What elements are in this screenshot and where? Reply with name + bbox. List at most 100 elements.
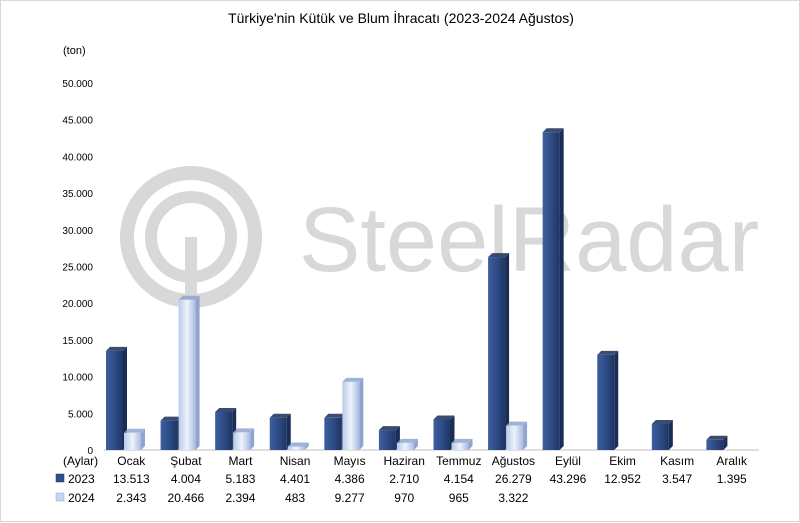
bar-side	[286, 413, 291, 450]
x-tick-label: Haziran	[384, 454, 425, 468]
y-tick-label: 15.000	[62, 336, 93, 347]
bar-front	[106, 350, 123, 450]
bar-top	[233, 428, 255, 433]
y-tick-label: 30.000	[62, 226, 93, 237]
bar-front	[342, 381, 360, 450]
bar-2023-Ekim	[597, 350, 619, 450]
y-tick-label: 45.000	[62, 116, 93, 127]
x-tick-label: Ağustos	[492, 454, 535, 468]
bar-top	[160, 416, 182, 421]
bar-top	[269, 413, 291, 418]
x-tick-label: Şubat	[170, 454, 202, 468]
bar-top	[451, 438, 473, 443]
data-label: 4.386	[335, 472, 365, 486]
data-label: 5.183	[225, 472, 255, 486]
data-label: 965	[449, 491, 469, 505]
bar-front	[178, 299, 196, 450]
bar-2023-Nisan	[269, 413, 291, 450]
bar-side	[195, 295, 200, 450]
x-tick-label: Eylül	[555, 454, 581, 468]
bar-2023-Eylül	[542, 128, 564, 450]
data-label: 13.513	[113, 472, 150, 486]
x-tick-label: Ocak	[117, 454, 146, 468]
bar-top	[597, 350, 619, 355]
bar-top	[124, 428, 145, 433]
chart-title: Türkiye'nin Kütük ve Blum İhracatı (2023…	[228, 9, 574, 26]
x-tick-label: Ekim	[609, 454, 636, 468]
x-tick-label: Nisan	[280, 454, 311, 468]
bar-front	[488, 257, 506, 450]
bar-top	[287, 442, 309, 447]
bar-front	[433, 419, 451, 450]
bar-side	[505, 253, 510, 450]
bar-side	[559, 128, 564, 450]
bar-2023-Ocak	[106, 346, 127, 450]
data-label: 3.547	[662, 472, 692, 486]
bar-front	[215, 411, 233, 450]
bar-top	[506, 421, 528, 426]
bar-top	[378, 426, 400, 431]
x-tick-label: Mart	[228, 454, 253, 468]
bar-top	[396, 438, 418, 443]
bar-top	[215, 407, 237, 412]
bar-front	[396, 442, 414, 450]
x-tick-label: Kasım	[660, 454, 694, 468]
y-tick-label: 50.000	[62, 79, 93, 90]
bar-top	[324, 413, 346, 418]
data-label: 43.296	[550, 472, 587, 486]
bar-2024-Mayıs	[342, 377, 364, 450]
bar-top	[542, 128, 564, 133]
bar-2023-Aralık	[706, 435, 728, 450]
y-tick-label: 40.000	[62, 152, 93, 163]
bar-2023-Haziran	[378, 426, 400, 450]
bar-front	[287, 446, 305, 450]
bar-side	[523, 421, 528, 450]
x-tick-label: Aralık	[716, 454, 748, 468]
data-label: 20.466	[168, 491, 205, 505]
bar-2023-Mayıs	[324, 413, 346, 450]
y-axis-ticks: 0 5.000 10.000 15.000 20.000 25.000 30.000 35.0…	[62, 79, 93, 457]
bar-side	[141, 428, 145, 450]
bar-front	[506, 425, 524, 450]
y-tick-label: 35.000	[62, 189, 93, 200]
bar-side	[468, 438, 473, 450]
bar-side	[614, 350, 619, 450]
bar-2024-Temmuz	[451, 438, 473, 450]
bar-side	[413, 438, 418, 450]
data-label: 2.394	[225, 491, 255, 505]
y-tick-label: 0	[87, 446, 93, 457]
bar-front	[124, 432, 141, 450]
bar-front	[451, 442, 469, 450]
bar-side	[668, 419, 673, 450]
data-label: 26.279	[495, 472, 532, 486]
bar-2023-Şubat	[160, 416, 182, 450]
bar-top	[706, 435, 728, 440]
bar-front	[233, 432, 251, 450]
data-label: 4.154	[444, 472, 474, 486]
bar-2024-Ocak	[124, 428, 145, 450]
bar-front	[542, 132, 560, 450]
y-tick-label: 25.000	[62, 263, 93, 274]
y-tick-label: 20.000	[62, 299, 93, 310]
bar-front	[378, 430, 396, 450]
bar-2024-Mart	[233, 428, 255, 450]
x-axis-label: (Aylar)	[63, 454, 98, 468]
legend-label: 2023	[68, 472, 95, 486]
data-label: 4.004	[171, 472, 201, 486]
bar-side	[123, 346, 127, 450]
data-label: 9.277	[335, 491, 365, 505]
bar-top	[651, 419, 673, 424]
data-label: 3.322	[498, 491, 528, 505]
bar-side	[250, 428, 255, 450]
bar-2023-Temmuz	[433, 415, 455, 450]
bar-side	[359, 377, 364, 450]
bar-front	[160, 420, 178, 450]
x-tick-label: Temmuz	[436, 454, 481, 468]
bar-top	[106, 346, 127, 351]
steelradar-logo-icon: SteelRadar	[120, 166, 759, 308]
legend-label: 2024	[68, 491, 95, 505]
data-label: 1.395	[717, 472, 747, 486]
bar-2024-Haziran	[396, 438, 418, 450]
